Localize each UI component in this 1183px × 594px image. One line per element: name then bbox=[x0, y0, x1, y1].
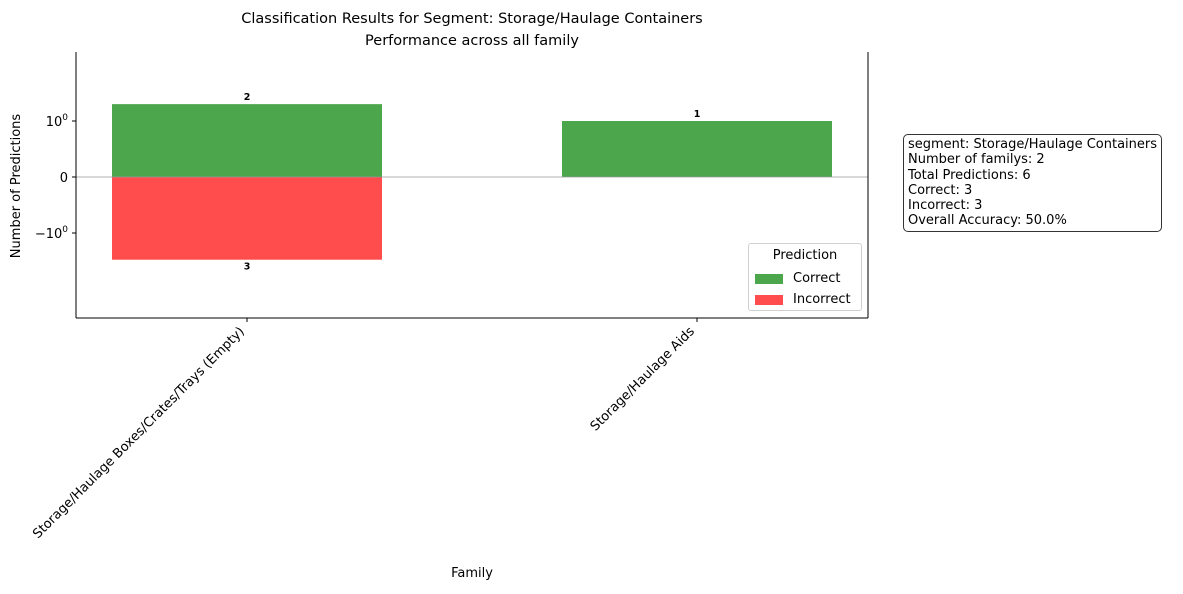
info-line-family-count: Number of familys: 2 bbox=[908, 152, 1045, 168]
legend-swatch-correct bbox=[755, 273, 783, 284]
bar-incorrect-0 bbox=[112, 177, 382, 260]
bar-correct-1 bbox=[562, 121, 832, 177]
info-line-segment: segment: Storage/Haulage Containers bbox=[908, 137, 1158, 152]
y-tick-label-0: 100 bbox=[46, 113, 69, 130]
bar-correct-0 bbox=[112, 104, 382, 177]
y-axis-label: Number of Predictions bbox=[9, 114, 24, 259]
summary-info-box: segment: Storage/Haulage Containers Numb… bbox=[903, 134, 1163, 232]
y-tick-label-1: 0 bbox=[60, 171, 68, 186]
legend-title: Prediction bbox=[772, 248, 838, 263]
info-line-accuracy: Overall Accuracy: 50.0% bbox=[908, 213, 1067, 229]
x-tick-label-1: Storage/Haulage Aids bbox=[588, 324, 698, 434]
legend-label-correct: Correct bbox=[793, 271, 841, 286]
data-label-correct-0: 2 bbox=[244, 92, 251, 103]
plot-area: 100 0 −100 Storage/Haulage Boxes/Crates/Tra… bbox=[30, 52, 869, 542]
legend-item-incorrect: Incorrect bbox=[755, 292, 851, 307]
data-label-correct-1: 1 bbox=[694, 109, 701, 120]
legend-item-correct: Correct bbox=[755, 271, 840, 286]
info-line-correct: Correct: 3 bbox=[908, 182, 973, 198]
chart-subtitle: Performance across all family bbox=[365, 33, 579, 49]
x-axis-label: Family bbox=[451, 566, 493, 581]
info-line-incorrect: Incorrect: 3 bbox=[908, 198, 983, 214]
data-label-incorrect-0: 3 bbox=[244, 262, 251, 273]
legend-swatch-incorrect bbox=[755, 294, 783, 305]
legend: Prediction Correct Incorrect bbox=[748, 243, 862, 311]
chart-title: Classification Results for Segment: Stor… bbox=[241, 11, 702, 27]
info-line-total: Total Predictions: 6 bbox=[908, 167, 1031, 183]
y-tick-label-2: −100 bbox=[35, 225, 68, 242]
legend-label-incorrect: Incorrect bbox=[793, 292, 851, 307]
x-tick-label-0: Storage/Haulage Boxes/Crates/Trays (Empt… bbox=[30, 324, 248, 542]
